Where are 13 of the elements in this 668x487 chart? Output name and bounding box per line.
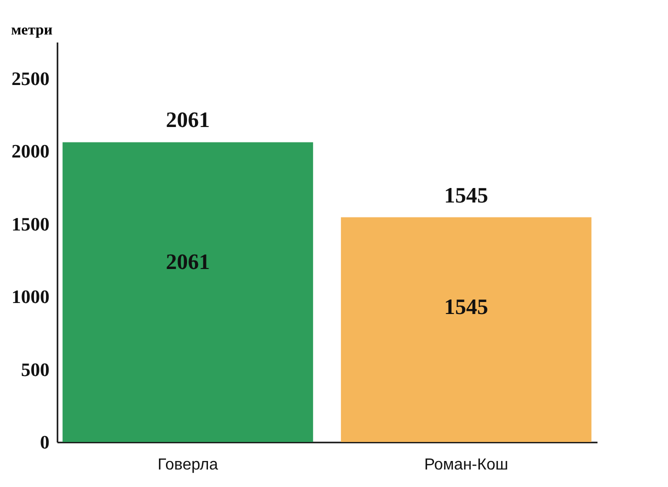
y-tick-label: 2000 bbox=[12, 142, 50, 163]
y-tick-label: 1000 bbox=[12, 287, 50, 308]
data-label: 1545 bbox=[444, 294, 488, 320]
data-label: 2061 bbox=[166, 249, 210, 274]
y-axis-title: метри bbox=[11, 22, 53, 38]
y-tick-label: 1500 bbox=[12, 214, 50, 236]
annotation: 1545 bbox=[444, 182, 488, 208]
y-tick-label: 2500 bbox=[12, 68, 50, 90]
x-tick-label: Говерла bbox=[158, 456, 218, 474]
x-tick-label: Роман-Кош bbox=[424, 456, 508, 474]
y-tick-label: 0 bbox=[40, 432, 50, 454]
y-tick-label: 500 bbox=[21, 360, 50, 381]
annotation: 2061 bbox=[166, 107, 210, 132]
